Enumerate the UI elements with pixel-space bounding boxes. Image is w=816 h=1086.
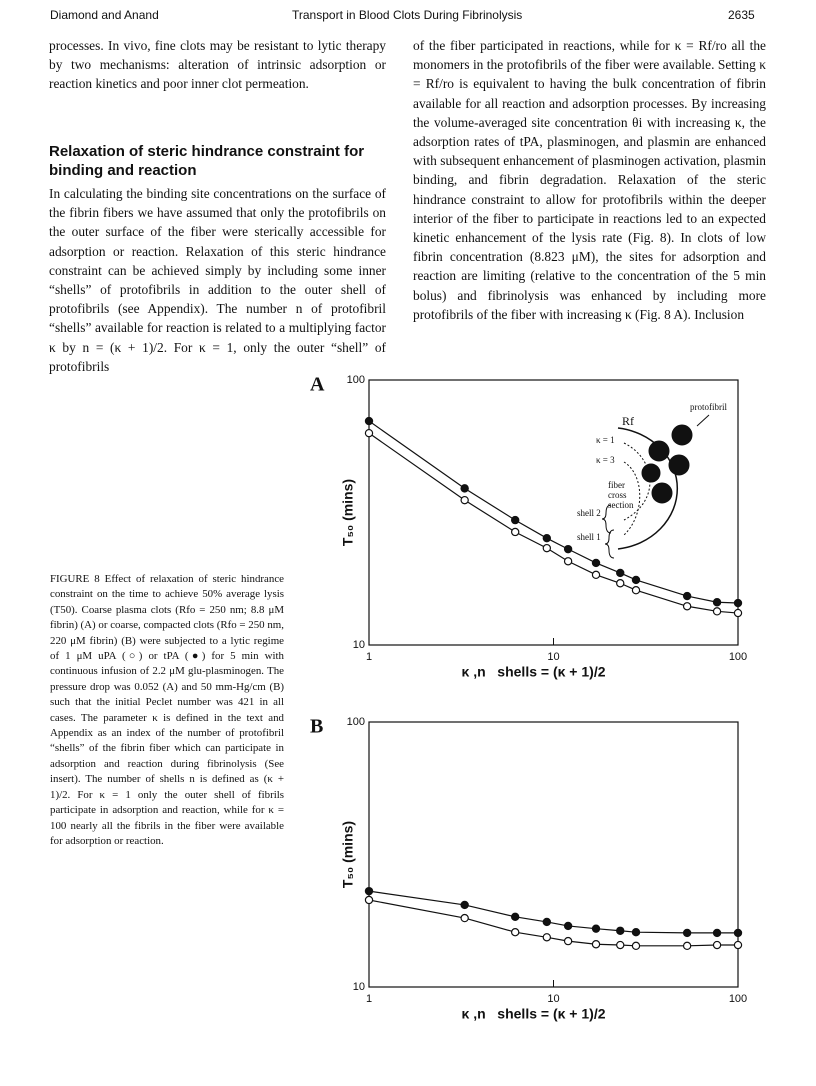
- x-tick-label: 100: [729, 651, 747, 663]
- inset-label: fiber: [608, 480, 625, 490]
- y-tick-label: 10: [353, 639, 365, 651]
- x-tick-label: 10: [547, 993, 559, 1005]
- inset-diagram: [601, 414, 710, 559]
- protofibril: [671, 424, 693, 446]
- inset-label: shell 1: [577, 532, 601, 542]
- inset-label: protofibril: [690, 402, 727, 412]
- running-title: Transport in Blood Clots During Fibrinol…: [292, 8, 523, 22]
- data-point: [510, 515, 520, 525]
- plot-frame: [368, 721, 739, 988]
- data-point: [616, 940, 625, 950]
- data-point: [510, 927, 520, 937]
- data-point: [460, 495, 469, 505]
- figure-caption: FIGURE 8 Effect of relaxation of steric …: [50, 573, 284, 847]
- y-tick-label: 100: [347, 716, 365, 728]
- y-axis-label: T₅₀ (mins): [340, 821, 356, 888]
- data-point: [712, 928, 722, 938]
- paragraph: In calculating the binding site concentr…: [49, 186, 386, 374]
- data-point: [460, 900, 469, 910]
- data-point: [712, 940, 722, 950]
- data-point: [631, 575, 641, 585]
- data-point: [591, 558, 601, 568]
- protofibril: [651, 482, 673, 504]
- data-point: [563, 544, 573, 554]
- x-axis-label: κ ,n shells = (κ + 1)/2: [462, 664, 606, 680]
- data-point: [542, 543, 552, 553]
- inset-label: shell 2: [577, 508, 601, 518]
- data-point: [733, 940, 743, 950]
- data-point: [631, 585, 641, 595]
- x-axis-label: κ ,n shells = (κ + 1)/2: [462, 1006, 606, 1022]
- inset-label: Rf: [622, 414, 634, 428]
- arrow: [696, 414, 710, 427]
- data-point: [591, 924, 601, 933]
- data-point: [542, 533, 552, 543]
- data-point: [682, 602, 692, 611]
- inset-label: cross: [608, 490, 627, 500]
- data-point: [542, 933, 552, 942]
- data-point: [563, 557, 573, 566]
- data-point: [510, 527, 520, 537]
- brace: [601, 504, 612, 534]
- data-point: [616, 568, 625, 578]
- data-point: [591, 940, 601, 949]
- data-point: [591, 570, 601, 580]
- data-point: [364, 886, 374, 896]
- panel-label: A: [310, 374, 325, 396]
- shell-arc: [623, 442, 651, 521]
- data-point: [682, 928, 692, 938]
- data-point: [616, 579, 625, 588]
- data-point: [631, 941, 641, 951]
- data-point: [631, 927, 641, 937]
- data-point: [616, 926, 625, 935]
- data-point: [682, 591, 692, 601]
- data-point: [712, 598, 722, 607]
- data-point: [563, 921, 573, 931]
- protofibril: [668, 454, 690, 476]
- data-point: [733, 928, 743, 938]
- y-tick-label: 100: [347, 374, 365, 386]
- data-point: [733, 608, 743, 618]
- data-point: [510, 912, 520, 922]
- protofibril: [648, 440, 670, 462]
- protofibril: [641, 463, 661, 483]
- y-tick-label: 10: [353, 981, 365, 993]
- data-point: [460, 484, 469, 493]
- x-tick-label: 100: [729, 993, 747, 1005]
- panel-label: B: [310, 716, 323, 738]
- paragraph: processes. In vivo, fine clots may be re…: [49, 38, 386, 92]
- data-point: [460, 913, 469, 923]
- shell-arc: [623, 461, 641, 536]
- x-tick-label: 10: [547, 651, 559, 663]
- data-point: [682, 941, 692, 951]
- section-heading: Relaxation of steric hindrance constrain…: [49, 143, 365, 179]
- running-head: Diamond and Anand: [50, 8, 159, 22]
- fiber-outline: [617, 427, 678, 550]
- x-tick-label: 1: [366, 651, 372, 663]
- data-point: [364, 895, 374, 905]
- series-line: [368, 420, 739, 604]
- inset-label: κ = 3: [596, 455, 615, 465]
- data-point: [712, 607, 722, 616]
- data-point: [364, 416, 374, 426]
- inset-label: κ = 1: [596, 435, 615, 445]
- brace: [604, 529, 615, 559]
- data-point: [563, 936, 573, 946]
- data-point: [364, 428, 374, 438]
- x-tick-label: 1: [366, 993, 372, 1005]
- series-line: [368, 890, 738, 934]
- page-number: 2635: [728, 8, 755, 22]
- data-point: [542, 917, 552, 927]
- y-axis-label: T₅₀ (mins): [340, 479, 356, 546]
- paragraph: of the fiber participated in reactions, …: [413, 38, 766, 322]
- inset-label: section: [608, 500, 634, 510]
- data-point: [733, 598, 743, 608]
